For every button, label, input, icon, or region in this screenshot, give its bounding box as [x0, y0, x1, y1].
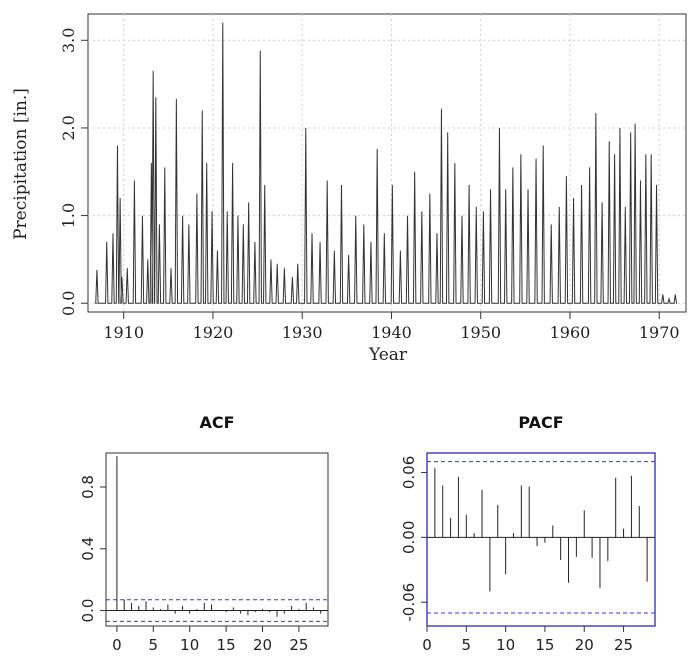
- x-tick-label: 10: [496, 636, 515, 654]
- pacf-x-axis: 0 5 10 15 20 25: [422, 626, 633, 654]
- pacf-y-axis: -0.06 0.00 0.06: [400, 456, 427, 622]
- x-tick-label: 25: [289, 636, 308, 654]
- acf-panel: ACF 0 5 10 15 20 25 0.0 0.4 0.8: [79, 413, 329, 654]
- top-y-tick-label: 0.0: [59, 291, 78, 316]
- x-tick-label: 15: [217, 636, 236, 654]
- x-tick-label: 0: [422, 636, 432, 654]
- acf-plot-frame: [105, 452, 329, 627]
- top-x-tick-label: 1950: [460, 323, 501, 342]
- x-tick-label: 20: [253, 636, 272, 654]
- precipitation-series-line: [95, 22, 678, 304]
- y-tick-label: 0.0: [79, 599, 97, 623]
- top-x-tick-label: 1920: [193, 323, 234, 342]
- top-x-axis-label: Year: [368, 345, 408, 365]
- top-x-tick-label: 1940: [371, 323, 412, 342]
- acf-title: ACF: [199, 413, 234, 432]
- x-tick-label: 0: [112, 636, 122, 654]
- y-tick-label: -0.06: [400, 583, 418, 622]
- top-x-tick-label: 1910: [103, 323, 144, 342]
- acf-y-axis: 0.0 0.4 0.8: [79, 475, 106, 622]
- acf-x-axis: 0 5 10 15 20 25: [112, 626, 308, 654]
- top-x-tick-label: 1930: [282, 323, 323, 342]
- top-x-tick-label: 1970: [639, 323, 680, 342]
- x-tick-label: 20: [575, 636, 594, 654]
- top-x-tick-label: 1960: [550, 323, 591, 342]
- precipitation-time-series: 1910 1920 1930 1940 1950 1960 1970 0.0 1.0 2.0 3.…: [11, 13, 687, 365]
- top-y-axis-label: Precipitation [in.]: [11, 88, 31, 240]
- top-y-tick-label: 1.0: [59, 203, 78, 228]
- top-x-axis: 1910 1920 1930 1940 1950 1960 1970: [103, 312, 680, 342]
- top-plot-frame: [87, 13, 687, 313]
- pacf-panel: PACF 0 5 10 15 20 25 -0.06 0.00 0.06: [400, 413, 656, 654]
- pacf-bars: [427, 461, 655, 614]
- top-y-tick-label: 3.0: [59, 28, 78, 53]
- y-tick-label: 0.4: [79, 537, 97, 561]
- top-y-tick-label: 2.0: [59, 115, 78, 140]
- y-tick-label: 0.00: [400, 521, 418, 554]
- x-tick-label: 25: [614, 636, 633, 654]
- x-tick-label: 10: [180, 636, 199, 654]
- pacf-plot-frame: [426, 452, 656, 627]
- pacf-title: PACF: [518, 413, 563, 432]
- x-tick-label: 5: [462, 636, 472, 654]
- x-tick-label: 5: [149, 636, 159, 654]
- y-tick-label: 0.06: [400, 456, 418, 489]
- x-tick-label: 15: [535, 636, 554, 654]
- y-tick-label: 0.8: [79, 475, 97, 499]
- acf-bars: [106, 456, 328, 622]
- top-y-axis: 0.0 1.0 2.0 3.0: [59, 28, 88, 316]
